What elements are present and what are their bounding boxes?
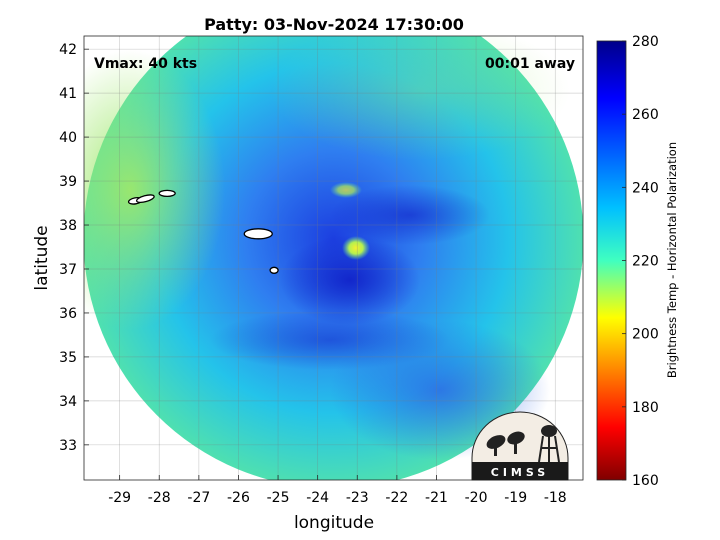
plot-frame [83, 35, 584, 481]
grid [84, 36, 583, 480]
island-outline [158, 189, 176, 198]
y-tick-label: 39 [59, 174, 77, 190]
x-tick-label: -27 [187, 490, 210, 506]
y-tick-label: 34 [59, 394, 77, 410]
colorbar-tick-label: 260 [632, 107, 659, 123]
y-tick-label: 38 [59, 218, 77, 234]
colorbar-tick-label: 160 [632, 473, 659, 489]
y-tick-label: 37 [59, 262, 77, 278]
colorbar-tick-label: 280 [632, 34, 659, 50]
colorbar-ticks: 160 180 200 220 240 260 280 [622, 34, 659, 489]
satellite-dish-right-icon [507, 431, 525, 445]
x-tick-label: -21 [425, 490, 448, 506]
x-tick-label: -19 [504, 490, 527, 506]
dish-left-stand [494, 446, 497, 456]
colorbar-tick-label: 200 [632, 327, 659, 343]
logo-text: CIMSS [491, 466, 549, 479]
y-tick-label: 36 [59, 306, 77, 322]
y-tick-label: 42 [59, 42, 77, 58]
swath-north-cyan [270, 36, 570, 160]
x-axis-label: longitude [294, 513, 374, 533]
island-outline [136, 194, 155, 204]
swath-west-warm [84, 50, 225, 330]
x-tick-label: -25 [267, 490, 290, 506]
island-outline [243, 228, 273, 240]
time-away-annotation: 00:01 away [485, 56, 575, 72]
x-tick-label: -20 [465, 490, 488, 506]
logo-banner [472, 462, 568, 480]
swath-cold-band-2 [330, 185, 490, 245]
colorbar-tick-label: 220 [632, 254, 659, 270]
colorbar [596, 40, 627, 481]
satellite-dish-left-icon [486, 435, 506, 449]
swath-cold-band-1 [280, 235, 420, 325]
x-tick-label: -18 [544, 490, 567, 506]
swath-image [84, 36, 583, 480]
x-tick-label: -26 [227, 490, 250, 506]
swath-north-warm [330, 182, 362, 198]
y-ticks: 33 34 35 36 37 38 39 40 41 42 [59, 42, 89, 454]
water-tower-tank-icon [541, 425, 557, 437]
x-ticks: -29 -28 -27 -26 -25 -24 -23 -22 -21 -20 -19 -18 [108, 475, 567, 506]
x-tick-label: -24 [306, 490, 329, 506]
x-tick-label: -22 [385, 490, 408, 506]
water-tower-legs [538, 435, 560, 463]
y-tick-label: 33 [59, 438, 77, 454]
y-tick-label: 40 [59, 130, 77, 146]
y-axis-label: latitude [32, 225, 52, 290]
x-tick-label: -28 [148, 490, 171, 506]
islands [127, 189, 279, 274]
chart-title: Patty: 03-Nov-2024 17:30:00 [204, 15, 464, 34]
swath-storm-core [342, 236, 370, 260]
x-tick-label: -23 [346, 490, 369, 506]
y-tick-label: 41 [59, 86, 77, 102]
vmax-annotation: Vmax: 40 kts [94, 56, 197, 72]
island-outline [269, 266, 279, 274]
cimss-logo: CIMSS [471, 411, 569, 481]
y-tick-label: 35 [59, 350, 77, 366]
dish-right-stand [514, 442, 517, 454]
colorbar-tick-label: 180 [632, 400, 659, 416]
x-tick-label: -29 [108, 490, 131, 506]
colorbar-tick-label: 240 [632, 180, 659, 196]
colorbar-label: Brightness Temp - Horizontal Polarizatio… [665, 142, 679, 378]
